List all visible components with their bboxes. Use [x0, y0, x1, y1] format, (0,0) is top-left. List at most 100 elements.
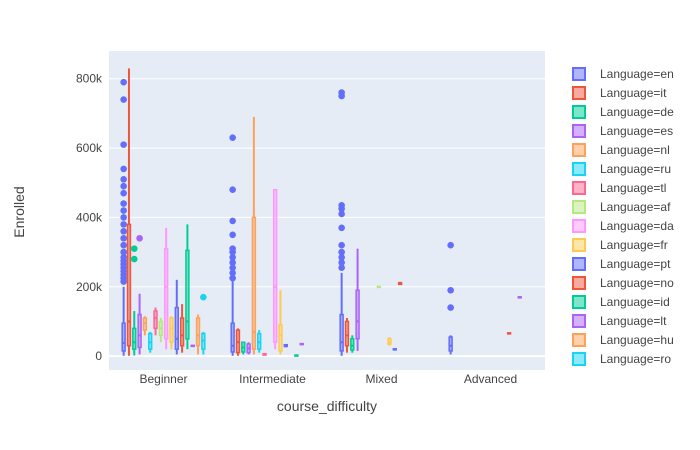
outlier-point[interactable] [120, 175, 127, 183]
outlier-point[interactable] [130, 255, 138, 263]
outlier-point[interactable] [338, 89, 345, 96]
outlier-point[interactable] [229, 134, 236, 141]
outlier-point[interactable] [338, 264, 345, 272]
box[interactable] [195, 317, 201, 347]
series-tl [153, 307, 267, 356]
series-id [185, 224, 299, 357]
outlier-point[interactable] [229, 231, 236, 239]
box[interactable] [344, 320, 350, 347]
legend-item-ro[interactable]: Language=ro [572, 352, 671, 366]
box[interactable] [126, 223, 132, 347]
outlier-point[interactable] [447, 286, 454, 294]
box[interactable] [121, 322, 126, 352]
legend-item-ru[interactable]: Language=ru [572, 162, 671, 176]
outlier-point[interactable] [120, 234, 127, 242]
box[interactable] [251, 216, 257, 350]
legend-label: Language=pt [600, 257, 671, 271]
series-fr [169, 290, 392, 355]
box[interactable] [137, 313, 142, 349]
legend-swatch [572, 352, 586, 366]
legend-item-hu[interactable]: Language=hu [572, 333, 674, 347]
outlier-point[interactable] [120, 78, 127, 86]
outlier-point[interactable] [229, 254, 236, 261]
outlier-point[interactable] [229, 259, 236, 266]
outlier-point[interactable] [120, 207, 127, 214]
box[interactable] [339, 313, 344, 352]
legend-swatch [572, 295, 586, 309]
legend-label: Language=fr [600, 238, 668, 252]
x-tick-label: Beginner [139, 372, 187, 386]
x-tick-label: Advanced [464, 372, 517, 386]
series-ro [200, 293, 207, 355]
legend-item-no[interactable]: Language=no [572, 276, 674, 290]
legend-item-lt[interactable]: Language=lt [572, 314, 667, 328]
outlier-point[interactable] [338, 259, 345, 266]
legend-item-en[interactable]: Language=en [572, 67, 674, 81]
legend-item-es[interactable]: Language=es [572, 124, 673, 138]
legend-swatch [572, 257, 586, 271]
series-ru [148, 330, 262, 353]
outlier-point[interactable] [229, 264, 236, 272]
outlier-point[interactable] [338, 201, 345, 209]
legend-label: Language=lt [600, 314, 667, 328]
outlier-point[interactable] [229, 269, 236, 277]
outlier-point[interactable] [120, 200, 127, 207]
outlier-point[interactable] [229, 245, 236, 252]
box[interactable] [174, 306, 179, 350]
box[interactable] [272, 188, 278, 344]
outlier-point[interactable] [136, 234, 143, 242]
legend-item-af[interactable]: Language=af [572, 200, 671, 214]
legend-swatch [572, 67, 586, 81]
outlier-point[interactable] [120, 165, 127, 173]
y-tick-labels: 0 200k 400k 600k 800k [76, 72, 103, 363]
outlier-point[interactable] [338, 210, 345, 218]
legend-item-fr[interactable]: Language=fr [572, 238, 668, 252]
legend-item-nl[interactable]: Language=nl [572, 143, 670, 157]
outlier-point[interactable] [229, 274, 236, 282]
outlier-point[interactable] [120, 189, 127, 197]
legend-item-tl[interactable]: Language=tl [572, 181, 666, 195]
outlier-point[interactable] [120, 221, 127, 228]
outlier-point[interactable] [120, 182, 127, 190]
outlier-point[interactable] [229, 186, 236, 193]
box[interactable] [350, 338, 355, 351]
outlier-point[interactable] [338, 248, 345, 256]
legend-item-pt[interactable]: Language=pt [572, 257, 671, 271]
box[interactable] [230, 322, 235, 353]
box[interactable] [132, 327, 137, 350]
legend-label: Language=hu [600, 333, 674, 347]
y-tick-label: 400k [76, 210, 103, 224]
box[interactable] [355, 289, 360, 340]
box[interactable] [163, 247, 169, 340]
legend-item-it[interactable]: Language=it [572, 86, 667, 100]
outlier-point[interactable] [120, 254, 127, 261]
outlier-point[interactable] [447, 304, 454, 311]
legend-swatch [572, 105, 586, 119]
outlier-point[interactable] [229, 217, 236, 225]
outlier-point[interactable] [120, 228, 127, 235]
legend-item-de[interactable]: Language=de [572, 105, 674, 119]
box[interactable] [179, 317, 185, 347]
y-tick-label: 600k [76, 141, 103, 155]
outlier-point[interactable] [120, 96, 127, 103]
outlier-point[interactable] [447, 241, 454, 249]
outlier-point[interactable] [338, 224, 345, 232]
outlier-point[interactable] [120, 241, 127, 249]
box[interactable] [185, 249, 190, 340]
outlier-point[interactable] [120, 248, 127, 256]
legend-swatch [572, 314, 586, 328]
outlier-point[interactable] [130, 245, 138, 252]
legend-item-da[interactable]: Language=da [572, 219, 674, 233]
outlier-point[interactable] [120, 141, 127, 148]
box[interactable] [278, 324, 283, 352]
y-tick-label: 0 [95, 349, 102, 363]
outlier-point[interactable] [200, 293, 207, 301]
outlier-point[interactable] [120, 214, 127, 221]
box[interactable] [153, 310, 158, 330]
outlier-point[interactable] [338, 241, 345, 249]
series-af [158, 285, 382, 343]
outlier-point[interactable] [338, 254, 345, 261]
box[interactable] [448, 336, 453, 352]
box[interactable] [169, 317, 174, 344]
legend-item-id[interactable]: Language=id [572, 295, 670, 309]
